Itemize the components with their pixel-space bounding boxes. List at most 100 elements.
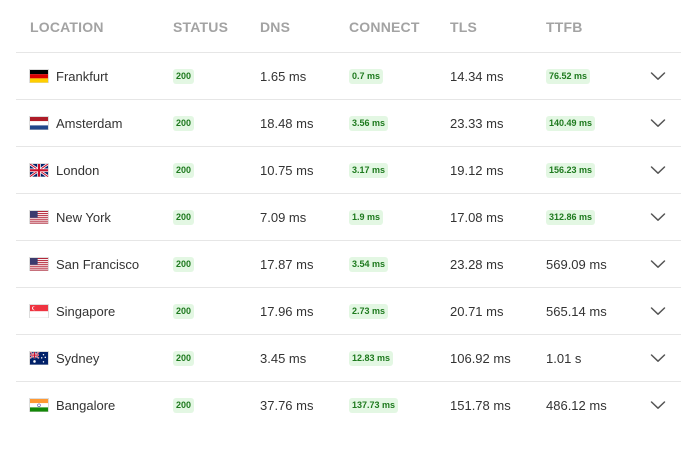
chevron-down-icon xyxy=(650,71,666,81)
table-row[interactable]: Bangalore 200 37.76 ms 137.73 ms 151.78 … xyxy=(16,382,681,428)
status-cell: 200 xyxy=(173,53,195,99)
location-cell: London xyxy=(29,147,99,193)
chevron-down-icon xyxy=(650,306,666,316)
usa-flag-icon xyxy=(29,210,49,224)
tls-cell: 151.78 ms xyxy=(450,397,511,413)
ttfb-value: 1.01 s xyxy=(546,350,582,366)
ttfb-cell: 569.09 ms xyxy=(546,241,607,287)
status-badge: 200 xyxy=(173,256,195,272)
status-badge: 200 xyxy=(173,162,195,178)
status-cell: 200 xyxy=(173,382,195,428)
location-name: Frankfurt xyxy=(56,68,109,84)
connect-value: 137.73 ms xyxy=(349,397,399,413)
table-row[interactable]: London 200 10.75 ms 3.17 ms 19.12 ms 156… xyxy=(16,147,681,194)
ttfb-cell: 486.12 ms xyxy=(546,382,607,428)
connect-cell: 2.73 ms xyxy=(349,288,389,334)
expand-button[interactable] xyxy=(650,335,666,381)
table-row[interactable]: New York 200 7.09 ms 1.9 ms 17.08 ms 312… xyxy=(16,194,681,241)
location-name: New York xyxy=(56,209,111,225)
expand-button[interactable] xyxy=(650,53,666,99)
ttfb-cell: 156.23 ms xyxy=(546,147,596,193)
expand-button[interactable] xyxy=(650,194,666,240)
table-row[interactable]: Amsterdam 200 18.48 ms 3.56 ms 23.33 ms … xyxy=(16,100,681,147)
connect-cell: 3.56 ms xyxy=(349,100,389,146)
status-cell: 200 xyxy=(173,288,195,334)
dns-cell: 17.96 ms xyxy=(260,303,314,319)
connect-value: 2.73 ms xyxy=(349,303,389,319)
status-cell: 200 xyxy=(173,335,195,381)
connect-cell: 12.83 ms xyxy=(349,335,394,381)
status-cell: 200 xyxy=(173,147,195,193)
table-row[interactable]: Singapore 200 17.96 ms 2.73 ms 20.71 ms … xyxy=(16,288,681,335)
table-row[interactable]: Sydney 200 3.45 ms 12.83 ms 106.92 ms 1.… xyxy=(16,335,681,382)
tls-cell: 23.28 ms xyxy=(450,256,504,272)
tls-cell: 17.08 ms xyxy=(450,209,504,225)
tls-cell: 14.34 ms xyxy=(450,68,504,84)
header-location: LOCATION xyxy=(30,19,104,35)
status-badge: 200 xyxy=(173,303,195,319)
results-table: LOCATION STATUS DNS CONNECT TLS TTFB Fra… xyxy=(16,19,681,428)
status-cell: 200 xyxy=(173,100,195,146)
dns-cell: 7.09 ms xyxy=(260,209,307,225)
ttfb-cell: 140.49 ms xyxy=(546,100,596,146)
connect-cell: 0.7 ms xyxy=(349,53,384,99)
location-cell: New York xyxy=(29,194,111,240)
australia-flag-icon xyxy=(29,351,49,365)
ttfb-cell: 1.01 s xyxy=(546,335,581,381)
india-flag-icon xyxy=(29,398,49,412)
singapore-flag-icon xyxy=(29,304,49,318)
chevron-down-icon xyxy=(650,212,666,222)
uk-flag-icon xyxy=(29,162,49,178)
tls-cell: 19.12 ms xyxy=(450,162,504,178)
table-row[interactable]: San Francisco 200 17.87 ms 3.54 ms 23.28… xyxy=(16,241,681,288)
dns-cell: 17.87 ms xyxy=(260,256,314,272)
location-cell: Frankfurt xyxy=(29,53,108,99)
location-cell: Singapore xyxy=(29,288,115,334)
chevron-down-icon xyxy=(650,259,666,269)
connect-value: 3.17 ms xyxy=(349,162,389,178)
germany-flag-icon xyxy=(29,69,49,83)
status-cell: 200 xyxy=(173,194,195,240)
status-cell: 200 xyxy=(173,241,195,287)
status-badge: 200 xyxy=(173,397,195,413)
ttfb-cell: 312.86 ms xyxy=(546,194,596,240)
dns-cell: 18.48 ms xyxy=(260,115,314,131)
tls-cell: 20.71 ms xyxy=(450,303,504,319)
connect-cell: 3.54 ms xyxy=(349,241,389,287)
connect-value: 0.7 ms xyxy=(349,68,384,84)
expand-button[interactable] xyxy=(650,288,666,334)
usa-flag-icon xyxy=(29,257,49,271)
chevron-down-icon xyxy=(650,400,666,410)
location-name: San Francisco xyxy=(56,256,140,272)
status-badge: 200 xyxy=(173,209,195,225)
location-name: Bangalore xyxy=(56,397,116,413)
connect-cell: 137.73 ms xyxy=(349,382,399,428)
expand-button[interactable] xyxy=(650,147,666,193)
ttfb-value: 76.52 ms xyxy=(546,68,591,84)
status-badge: 200 xyxy=(173,350,195,366)
table-row[interactable]: Frankfurt 200 1.65 ms 0.7 ms 14.34 ms 76… xyxy=(16,53,681,100)
header-status: STATUS xyxy=(173,19,229,35)
chevron-down-icon xyxy=(650,165,666,175)
connect-value: 1.9 ms xyxy=(349,209,384,225)
location-cell: Amsterdam xyxy=(29,100,122,146)
expand-button[interactable] xyxy=(650,382,666,428)
connect-value: 3.54 ms xyxy=(349,256,389,272)
location-name: Sydney xyxy=(56,350,100,366)
location-name: London xyxy=(56,162,100,178)
expand-button[interactable] xyxy=(650,100,666,146)
dns-cell: 1.65 ms xyxy=(260,68,307,84)
ttfb-cell: 76.52 ms xyxy=(546,53,591,99)
header-tls: TLS xyxy=(450,19,478,35)
netherlands-flag-icon xyxy=(29,116,49,130)
ttfb-value: 156.23 ms xyxy=(546,162,596,178)
ttfb-value: 140.49 ms xyxy=(546,115,596,131)
chevron-down-icon xyxy=(650,353,666,363)
location-cell: Sydney xyxy=(29,335,99,381)
connect-cell: 3.17 ms xyxy=(349,147,389,193)
dns-cell: 10.75 ms xyxy=(260,162,314,178)
status-badge: 200 xyxy=(173,68,195,84)
ttfb-cell: 565.14 ms xyxy=(546,288,607,334)
header-dns: DNS xyxy=(260,19,291,35)
expand-button[interactable] xyxy=(650,241,666,287)
